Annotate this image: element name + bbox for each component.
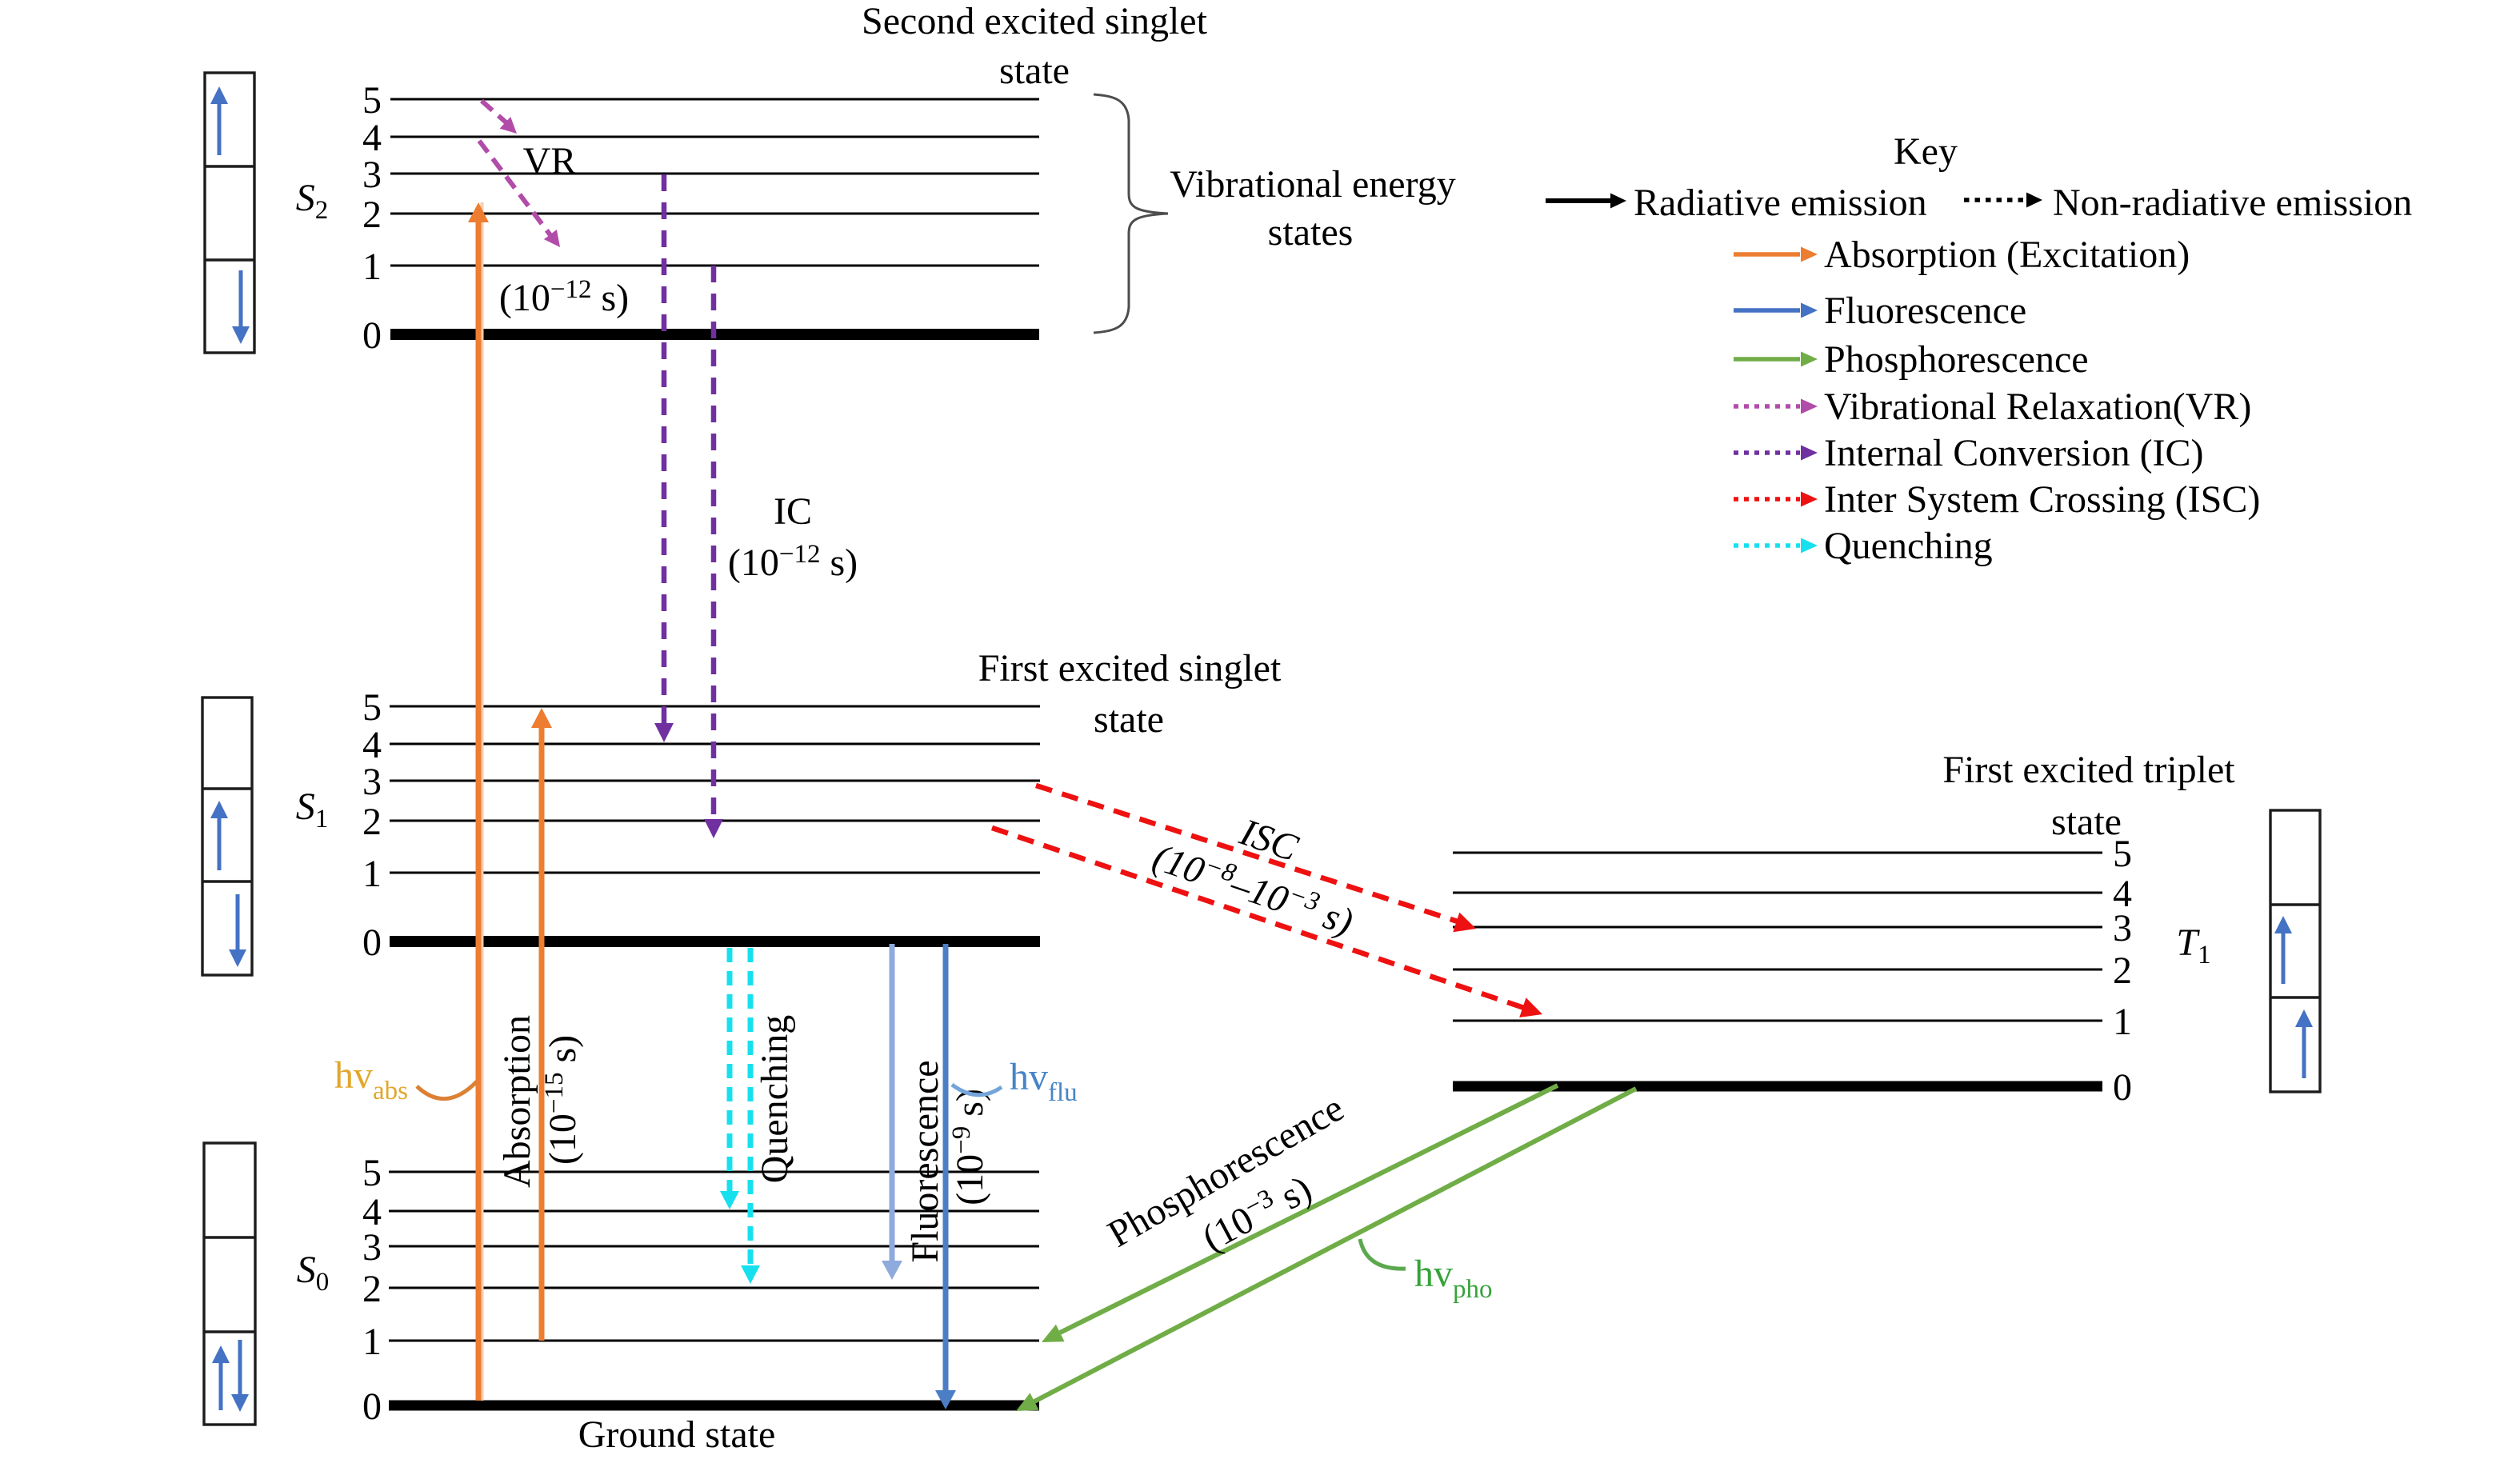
- svg-text:hvabs: hvabs: [334, 1054, 408, 1105]
- svg-text:T1: T1: [2176, 921, 2210, 969]
- svg-text:state: state: [2051, 801, 2122, 843]
- svg-text:(10−12 s): (10−12 s): [499, 275, 629, 319]
- svg-text:4: 4: [2113, 873, 2132, 915]
- svg-text:states: states: [1268, 211, 1354, 254]
- svg-text:IC: IC: [774, 490, 812, 533]
- svg-text:0: 0: [362, 1385, 382, 1428]
- svg-text:Inter System Crossing (ISC): Inter System Crossing (ISC): [1824, 478, 2260, 521]
- svg-text:Quenching: Quenching: [1824, 525, 1993, 567]
- svg-text:3: 3: [362, 1226, 382, 1269]
- svg-text:ISC: ISC: [1234, 810, 1304, 869]
- svg-text:4: 4: [362, 117, 382, 159]
- svg-text:First excited singlet: First excited singlet: [978, 647, 1282, 690]
- svg-text:S2: S2: [296, 177, 329, 225]
- svg-text:5: 5: [362, 686, 382, 729]
- svg-text:1: 1: [362, 1321, 382, 1363]
- svg-text:Phosphorescence: Phosphorescence: [1824, 338, 2089, 381]
- svg-text:Vibrational Relaxation(VR): Vibrational Relaxation(VR): [1824, 386, 2251, 428]
- svg-text:2: 2: [362, 1268, 382, 1310]
- svg-text:5: 5: [2113, 833, 2132, 875]
- svg-text:5: 5: [362, 1152, 382, 1194]
- svg-text:Fluorescence: Fluorescence: [904, 1060, 946, 1262]
- svg-text:Vibrational energy: Vibrational energy: [1170, 163, 1455, 206]
- svg-text:3: 3: [362, 154, 382, 196]
- svg-text:5: 5: [362, 79, 382, 122]
- svg-text:1: 1: [2113, 1001, 2132, 1043]
- svg-text:2: 2: [2113, 949, 2132, 992]
- svg-text:Absorption: Absorption: [496, 1015, 538, 1188]
- svg-text:S0: S0: [297, 1249, 330, 1297]
- svg-text:(10−15 s): (10−15 s): [540, 1035, 584, 1165]
- svg-text:Ground state: Ground state: [578, 1413, 776, 1456]
- svg-text:VR: VR: [523, 140, 577, 182]
- svg-text:Quenching: Quenching: [754, 1015, 796, 1184]
- svg-text:2: 2: [362, 194, 382, 236]
- svg-text:hvflu: hvflu: [1010, 1056, 1078, 1107]
- svg-text:1: 1: [362, 853, 382, 895]
- svg-text:0: 0: [362, 314, 382, 357]
- svg-text:0: 0: [362, 921, 382, 964]
- svg-text:S1: S1: [296, 785, 329, 833]
- svg-text:(10−9 s): (10−9 s): [947, 1089, 991, 1205]
- svg-text:3: 3: [2113, 907, 2132, 949]
- svg-text:(10−12 s): (10−12 s): [728, 540, 858, 584]
- svg-text:Fluorescence: Fluorescence: [1824, 290, 2026, 332]
- svg-text:3: 3: [362, 761, 382, 803]
- svg-text:Radiative emission: Radiative emission: [1634, 182, 1927, 224]
- svg-text:state: state: [1094, 698, 1164, 741]
- svg-text:Second excited singlet: Second excited singlet: [862, 0, 1208, 42]
- svg-text:0: 0: [2113, 1066, 2132, 1109]
- svg-text:Non-radiative emission: Non-radiative emission: [2053, 182, 2412, 224]
- svg-text:1: 1: [362, 246, 382, 288]
- svg-text:state: state: [999, 50, 1070, 92]
- svg-text:4: 4: [362, 724, 382, 766]
- svg-text:Internal Conversion (IC): Internal Conversion (IC): [1824, 432, 2204, 474]
- svg-text:4: 4: [362, 1191, 382, 1233]
- svg-text:hvpho: hvpho: [1414, 1253, 1493, 1304]
- svg-text:Absorption (Excitation): Absorption (Excitation): [1824, 234, 2190, 276]
- svg-text:2: 2: [362, 801, 382, 843]
- svg-text:Key: Key: [1894, 130, 1958, 173]
- svg-text:First excited triplet: First excited triplet: [1942, 749, 2235, 791]
